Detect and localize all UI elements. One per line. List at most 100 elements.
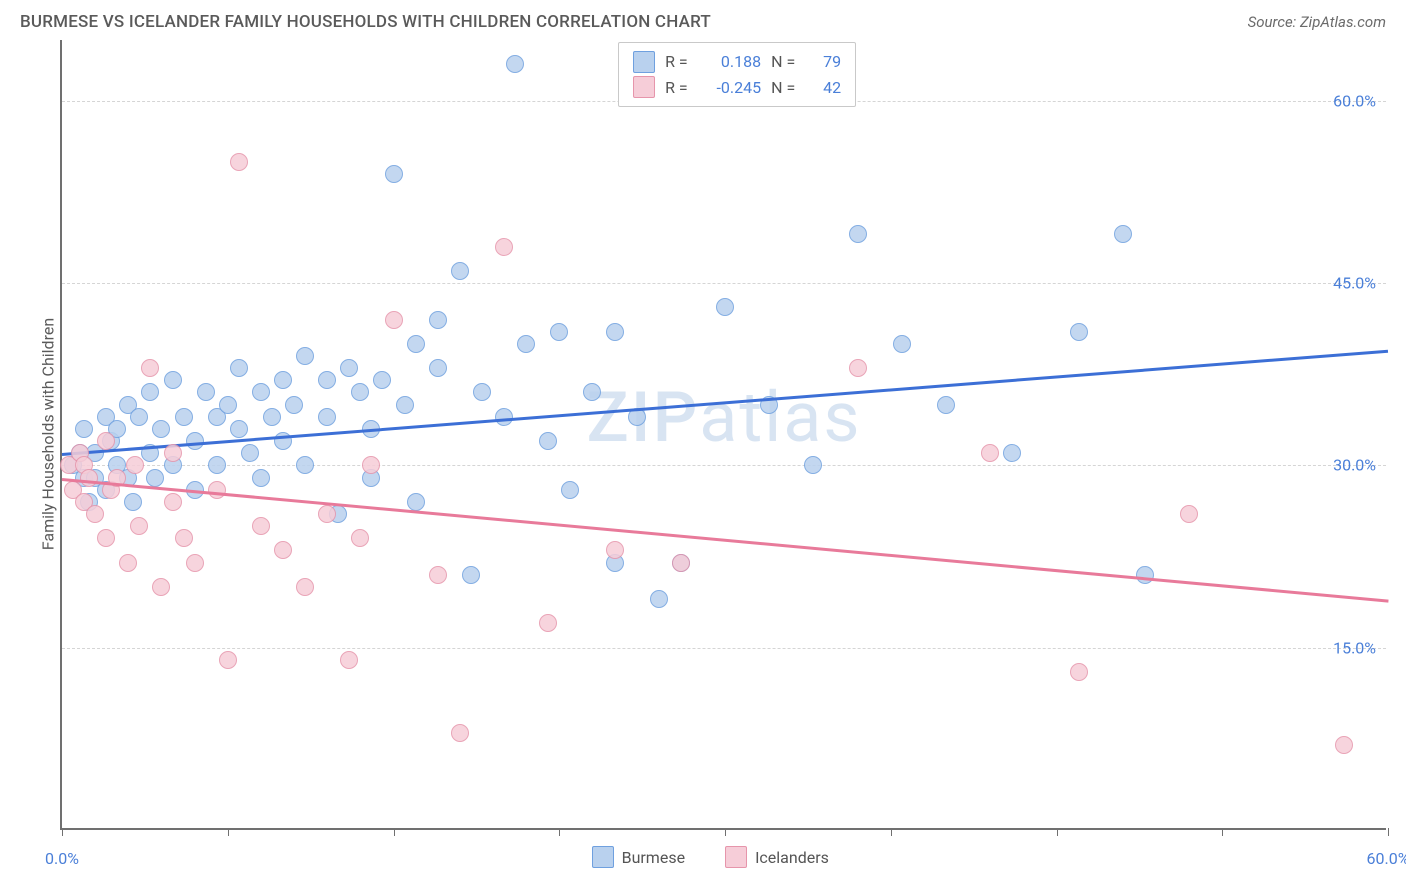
data-point: [75, 420, 93, 438]
data-point: [373, 371, 391, 389]
data-point: [1114, 225, 1132, 243]
legend-row: R =-0.245N =42: [633, 75, 841, 101]
data-point: [86, 505, 104, 523]
data-point: [407, 335, 425, 353]
legend-swatch: [633, 76, 655, 98]
x-tick-label: 0.0%: [45, 849, 79, 868]
data-point: [186, 432, 204, 450]
legend-swatch: [592, 846, 614, 868]
data-point: [385, 165, 403, 183]
data-point: [362, 456, 380, 474]
trend-line: [62, 478, 1388, 603]
x-tick: [1388, 828, 1389, 836]
legend-r-value: 0.188: [705, 49, 761, 75]
data-point: [462, 566, 480, 584]
data-point: [186, 554, 204, 572]
data-point: [208, 456, 226, 474]
data-point: [285, 396, 303, 414]
data-point: [385, 311, 403, 329]
data-point: [429, 566, 447, 584]
gridline: [62, 465, 1386, 466]
data-point: [804, 456, 822, 474]
y-tick-label: 60.0%: [1333, 91, 1376, 110]
data-point: [340, 651, 358, 669]
x-tick-label: 60.0%: [1367, 849, 1406, 868]
data-point: [893, 335, 911, 353]
data-point: [130, 408, 148, 426]
trend-line: [62, 350, 1388, 456]
data-point: [141, 383, 159, 401]
data-point: [241, 444, 259, 462]
legend-r-value: -0.245: [705, 75, 761, 101]
data-point: [274, 371, 292, 389]
data-point: [230, 420, 248, 438]
legend-label: Burmese: [622, 848, 685, 867]
data-point: [318, 371, 336, 389]
data-point: [219, 396, 237, 414]
legend-item: Icelanders: [725, 846, 829, 868]
legend-swatch: [725, 846, 747, 868]
data-point: [539, 614, 557, 632]
legend-r-label: R =: [665, 75, 695, 101]
data-point: [263, 408, 281, 426]
y-axis-label: Family Households with Children: [39, 318, 58, 550]
data-point: [164, 493, 182, 511]
legend-r-label: R =: [665, 49, 695, 75]
data-point: [506, 55, 524, 73]
legend-item: Burmese: [592, 846, 685, 868]
data-point: [937, 396, 955, 414]
y-tick-label: 15.0%: [1333, 638, 1376, 657]
data-point: [97, 529, 115, 547]
data-point: [1003, 444, 1021, 462]
data-point: [407, 493, 425, 511]
data-point: [208, 481, 226, 499]
data-point: [296, 456, 314, 474]
data-point: [146, 469, 164, 487]
chart-source: Source: ZipAtlas.com: [1248, 13, 1386, 31]
data-point: [473, 383, 491, 401]
data-point: [495, 408, 513, 426]
data-point: [230, 359, 248, 377]
data-point: [606, 541, 624, 559]
gridline: [62, 648, 1386, 649]
data-point: [197, 383, 215, 401]
x-tick: [228, 828, 229, 836]
gridline: [62, 283, 1386, 284]
x-tick: [1222, 828, 1223, 836]
data-point: [849, 225, 867, 243]
data-point: [164, 444, 182, 462]
legend-label: Icelanders: [755, 848, 829, 867]
x-tick: [725, 828, 726, 836]
data-point: [672, 554, 690, 572]
chart-title: BURMESE VS ICELANDER FAMILY HOUSEHOLDS W…: [20, 12, 711, 32]
x-tick: [62, 828, 63, 836]
data-point: [1070, 323, 1088, 341]
data-point: [318, 408, 336, 426]
data-point: [274, 541, 292, 559]
data-point: [230, 153, 248, 171]
x-tick: [559, 828, 560, 836]
data-point: [351, 383, 369, 401]
correlation-legend: R =0.188N =79R =-0.245N =42: [618, 42, 856, 107]
x-tick: [891, 828, 892, 836]
data-point: [1180, 505, 1198, 523]
data-point: [550, 323, 568, 341]
data-point: [429, 359, 447, 377]
data-point: [716, 298, 734, 316]
data-point: [130, 517, 148, 535]
data-point: [351, 529, 369, 547]
legend-n-value: 42: [811, 75, 841, 101]
data-point: [175, 529, 193, 547]
legend-n-label: N =: [771, 49, 801, 75]
data-point: [561, 481, 579, 499]
data-point: [396, 396, 414, 414]
data-point: [175, 408, 193, 426]
data-point: [124, 493, 142, 511]
data-point: [152, 420, 170, 438]
data-point: [981, 444, 999, 462]
data-point: [340, 359, 358, 377]
data-point: [451, 262, 469, 280]
legend-swatch: [633, 51, 655, 73]
data-point: [296, 347, 314, 365]
data-point: [252, 383, 270, 401]
